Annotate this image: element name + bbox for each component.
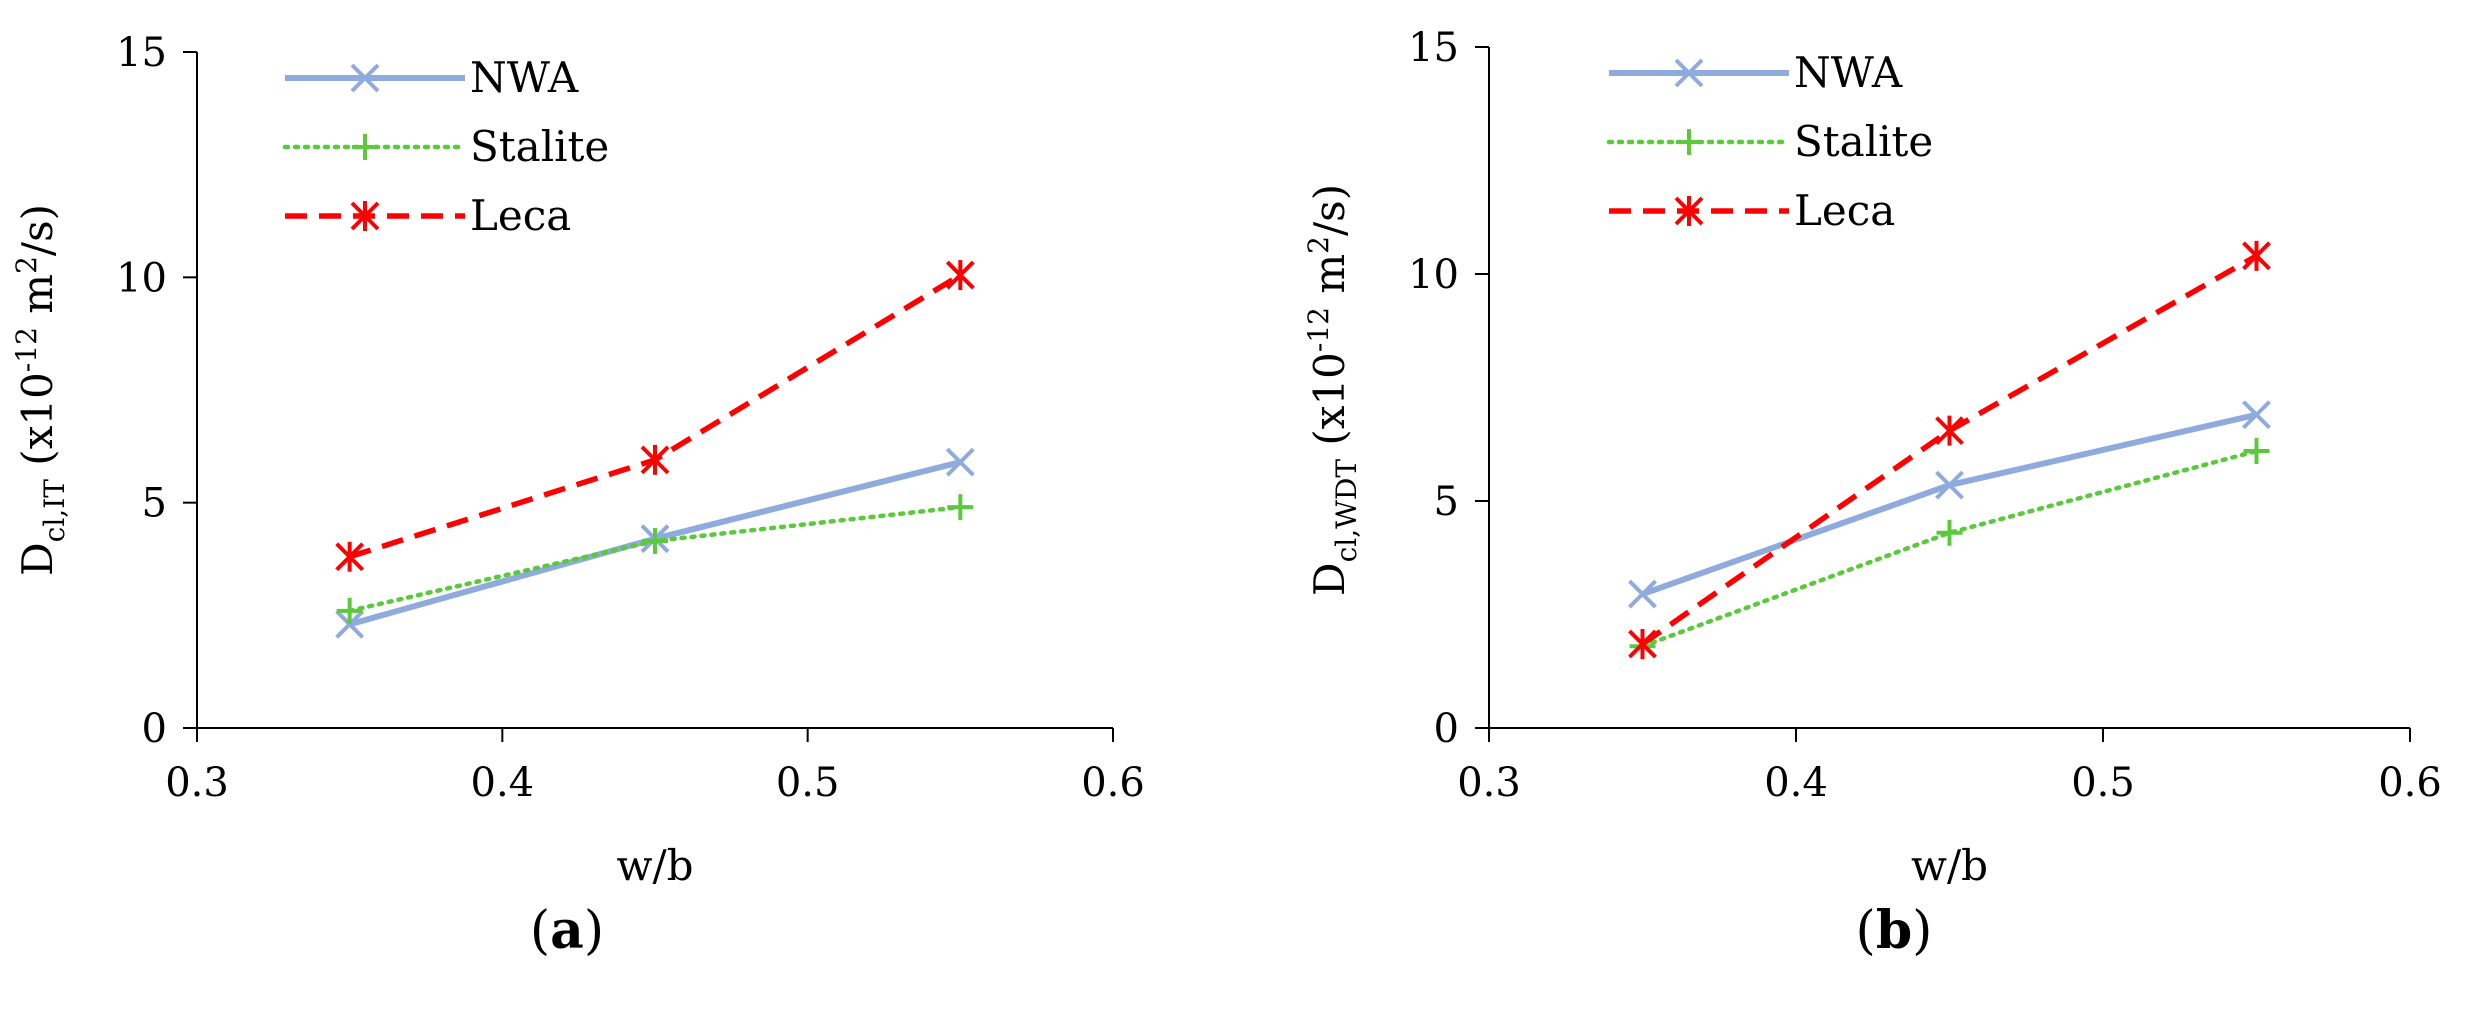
x-tick-label-b: 0.3 — [1457, 760, 1521, 806]
panel-caption-b: (b) — [1855, 900, 1933, 961]
x-axis-label-b: w/b — [1911, 841, 1988, 890]
x-tick-label-a: 0.5 — [776, 760, 840, 806]
data-point-leca-a — [335, 541, 365, 572]
series-line-leca-b — [1640, 253, 2258, 647]
panel-label-b: b — [1875, 900, 1913, 961]
legend-marker-leca-a — [350, 201, 380, 231]
data-point-stalite-a — [642, 527, 668, 554]
data-point-leca-b — [2242, 240, 2271, 271]
y-axis-label-b: Dcl,WDT (x10-12 m2/s) — [1302, 184, 1363, 596]
x-axis-label-a: w/b — [617, 841, 694, 890]
series-line-stalite-b — [1640, 448, 2259, 649]
legend-label-nwa-b: NWA — [1794, 48, 1903, 97]
y-tick-label-b: 10 — [1408, 252, 1459, 298]
data-point-nwa-b — [1935, 470, 1964, 500]
line-chart-a: 0 5 10 15 0.3 0.4 0.5 0.6 w/b Dcl,IT (x10-12 m2/s… — [10, 30, 1145, 890]
y-tick-label-a: 5 — [142, 481, 167, 527]
data-point-nwa-b — [1628, 579, 1657, 609]
x-tick-label-b: 0.6 — [2378, 760, 2442, 806]
data-point-nwa-a — [335, 609, 365, 639]
data-point-nwa-a — [945, 447, 975, 477]
x-tick-label-a: 0.3 — [165, 760, 229, 806]
y-tick-label-b: 15 — [1408, 25, 1459, 71]
series-line-leca-a — [348, 272, 962, 560]
data-point-stalite-b — [1936, 519, 1963, 546]
y-tick-label-a: 15 — [116, 30, 167, 76]
data-point-stalite-b — [2243, 438, 2270, 465]
y-tick-label-a: 0 — [142, 706, 167, 752]
panel-caption-a: (a) — [529, 900, 605, 961]
data-point-stalite-a — [336, 597, 363, 624]
data-point-stalite-a — [947, 494, 974, 521]
legend-label-nwa-a: NWA — [470, 53, 579, 102]
x-tick-label-a: 0.6 — [1081, 760, 1145, 806]
data-point-leca-a — [640, 444, 670, 475]
legend-marker-leca-b — [1674, 196, 1704, 226]
y-axis-label-a: Dcl,IT (x10-12 m2/s) — [10, 204, 71, 576]
data-point-leca-b — [1935, 415, 1964, 446]
legend-label-leca-b: Leca — [1794, 186, 1895, 235]
series-line-stalite-a — [347, 504, 963, 614]
data-point-leca-a — [945, 260, 975, 291]
panel-label-a: a — [550, 900, 584, 961]
x-tick-label-a: 0.4 — [471, 760, 535, 806]
data-point-nwa-b — [2242, 400, 2271, 430]
legend-marker-nwa-b — [1674, 58, 1704, 88]
line-chart-b: 0 5 10 15 0.3 0.4 0.5 0.6 w/b Dcl,WDT (x10-12 m2/… — [1302, 25, 2442, 890]
legend-label-stalite-b: Stalite — [1794, 117, 1933, 166]
legend-label-stalite-a: Stalite — [470, 122, 609, 171]
legend-marker-stalite-a — [352, 134, 378, 160]
legend-label-leca-a: Leca — [470, 191, 571, 240]
legend-marker-nwa-a — [350, 63, 380, 93]
y-tick-label-a: 10 — [116, 255, 167, 301]
chart-panel-b: 0 5 10 15 0.3 0.4 0.5 0.6 w/b Dcl,WDT (x10-12 m2/… — [1234, 0, 2467, 1017]
data-point-leca-b — [1628, 629, 1657, 660]
chart-panel-a: 0 5 10 15 0.3 0.4 0.5 0.6 w/b Dcl,IT (x10-12 m2/s… — [0, 0, 1233, 1017]
legend-marker-stalite-b — [1676, 129, 1702, 155]
x-tick-label-b: 0.4 — [1764, 760, 1828, 806]
x-tick-label-b: 0.5 — [2071, 760, 2135, 806]
y-tick-label-b: 5 — [1434, 479, 1459, 525]
y-tick-label-b: 0 — [1434, 706, 1459, 752]
